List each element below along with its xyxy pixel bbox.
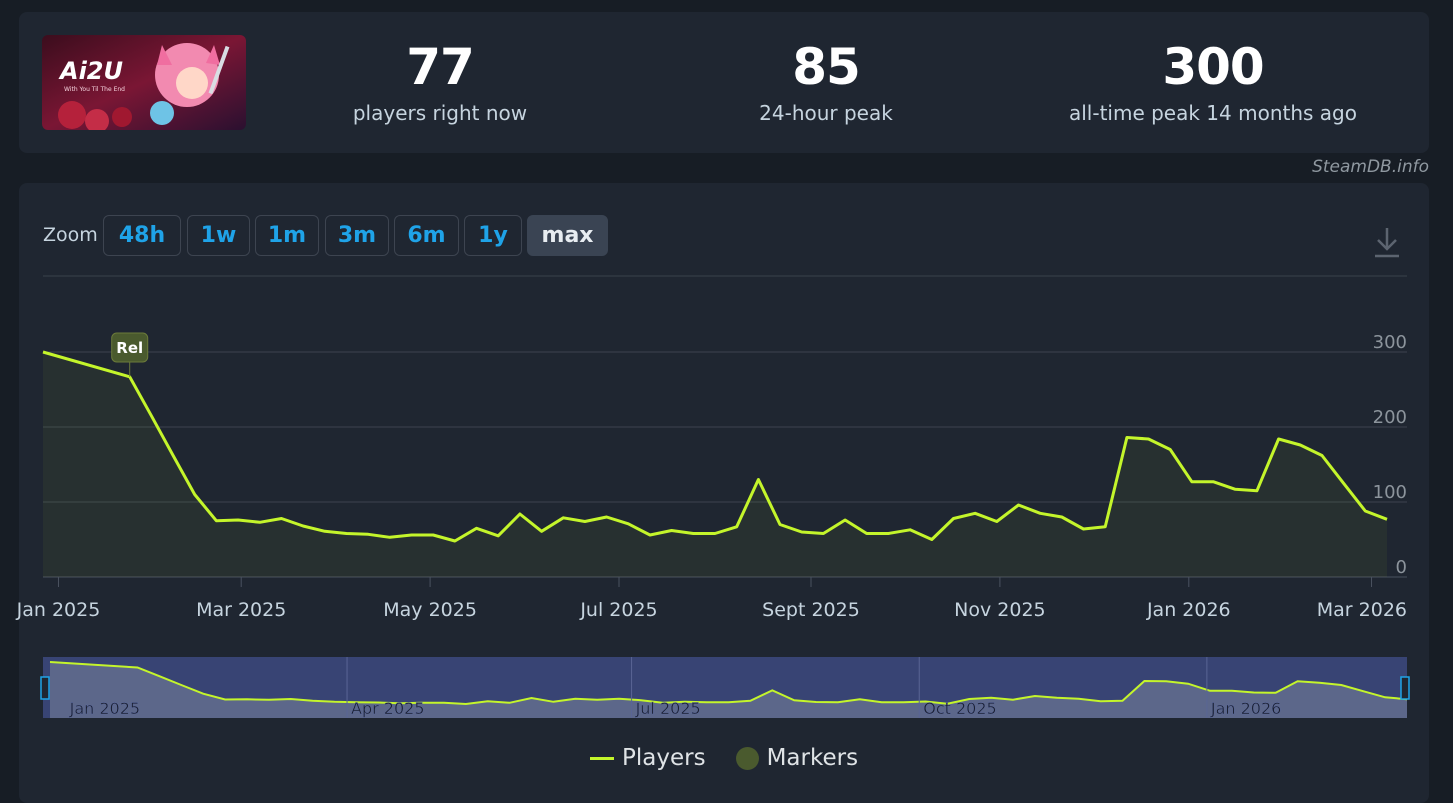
zoom-48h-button[interactable]: 48h [103, 215, 181, 256]
download-icon[interactable] [1373, 225, 1401, 259]
current-players-label: players right now [352, 101, 528, 125]
all-time-peak-stat: 300 all-time peak 14 months ago [1023, 34, 1403, 126]
navigator-tick-label: Jan 2026 [1210, 699, 1281, 718]
x-tick-label: May 2025 [383, 599, 477, 621]
day-peak-label: 24-hour peak [759, 101, 893, 125]
x-tick-label: Sept 2025 [762, 599, 860, 621]
release-marker-label: Rel [116, 339, 143, 357]
navigator-tick-label: Jul 2025 [635, 699, 701, 718]
chart-navigator[interactable]: Jan 2025 Apr 2025 Jul 2025 Oct 2025 Jan 2026 [40, 657, 1410, 718]
x-tick-label: Mar 2025 [196, 599, 286, 621]
steamdb-credit[interactable]: SteamDB.info [1312, 157, 1429, 177]
y-tick-label: 100 [1373, 482, 1407, 503]
navigator-series-area [50, 662, 1407, 718]
zoom-1y-button[interactable]: 1y [464, 215, 522, 256]
navigator-left-handle[interactable] [40, 676, 50, 700]
y-tick-label: 0 [1396, 557, 1407, 578]
zoom-label: Zoom [43, 224, 98, 246]
svg-text:With You Til The End: With You Til The End [64, 86, 125, 93]
zoom-6m-button[interactable]: 6m [394, 215, 459, 256]
release-marker-flag [111, 332, 149, 363]
all-time-peak-value: 300 [1162, 38, 1264, 96]
players-series-line [42, 350, 1388, 543]
day-peak-stat: 85 24-hour peak [636, 34, 1016, 126]
x-tick-label: Nov 2025 [954, 599, 1045, 621]
player-stats-card: Ai2U With You Til The End 77 players rig… [19, 12, 1429, 153]
x-tick-label: Jan 2026 [1146, 599, 1231, 621]
chart-grid: 0 100 200 300 Jan 2025 Mar 2025 May 2025 Jul 20… [16, 275, 1407, 621]
current-players-stat: 77 players right now [250, 34, 630, 126]
all-time-peak-label: all-time peak 14 months ago [1068, 101, 1357, 125]
navigator-right-handle[interactable] [1400, 676, 1410, 700]
navigator-tick-label: Jan 2025 [69, 699, 140, 718]
navigator-tick-label: Oct 2025 [923, 699, 996, 718]
x-tick-label: Jul 2025 [579, 599, 657, 621]
x-tick-label: Mar 2026 [1317, 599, 1407, 621]
y-tick-label: 300 [1373, 332, 1407, 353]
navigator-series-line [49, 661, 1408, 706]
game-logo-text: Ai2U [58, 57, 123, 85]
x-tick-label: Jan 2025 [16, 599, 101, 621]
y-tick-label: 200 [1373, 407, 1407, 428]
day-peak-value: 85 [792, 38, 861, 96]
zoom-max-button[interactable]: max [527, 215, 608, 256]
zoom-1m-button[interactable]: 1m [255, 215, 319, 256]
zoom-1w-button[interactable]: 1w [187, 215, 250, 256]
chart-legend: Players Markers [590, 745, 858, 771]
current-players-value: 77 [406, 38, 475, 96]
zoom-3m-button[interactable]: 3m [325, 215, 389, 256]
players-area [43, 352, 1387, 577]
players-line-swatch [590, 756, 614, 760]
navigator-range-selection [43, 657, 1407, 718]
legend-players[interactable]: Players [590, 745, 706, 771]
chart-plot-area: Rel [42, 332, 1388, 577]
legend-markers[interactable]: Markers [706, 745, 858, 771]
markers-dot-swatch [735, 746, 759, 770]
navigator-tick-label: Apr 2025 [351, 699, 424, 718]
game-capsule-image[interactable]: Ai2U With You Til The End [42, 35, 246, 130]
